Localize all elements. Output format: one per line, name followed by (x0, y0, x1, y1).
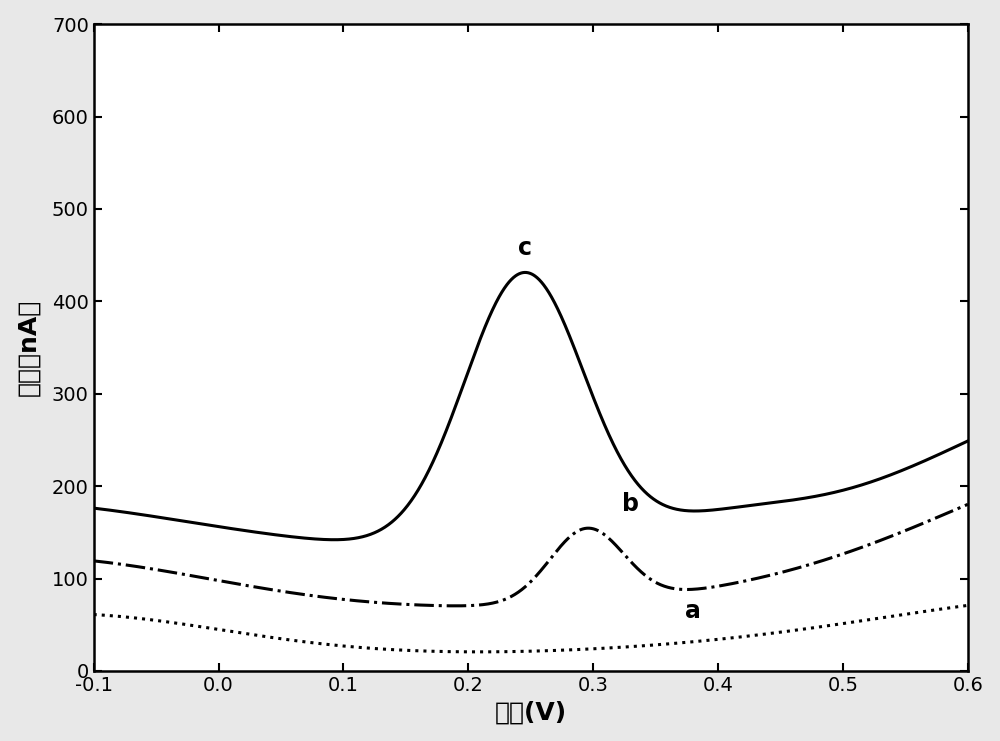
Text: a: a (685, 599, 701, 623)
Text: b: b (622, 492, 639, 516)
X-axis label: 电位(V): 电位(V) (495, 700, 567, 725)
Y-axis label: 电流（nA）: 电流（nA） (17, 299, 41, 396)
Text: c: c (518, 236, 532, 260)
